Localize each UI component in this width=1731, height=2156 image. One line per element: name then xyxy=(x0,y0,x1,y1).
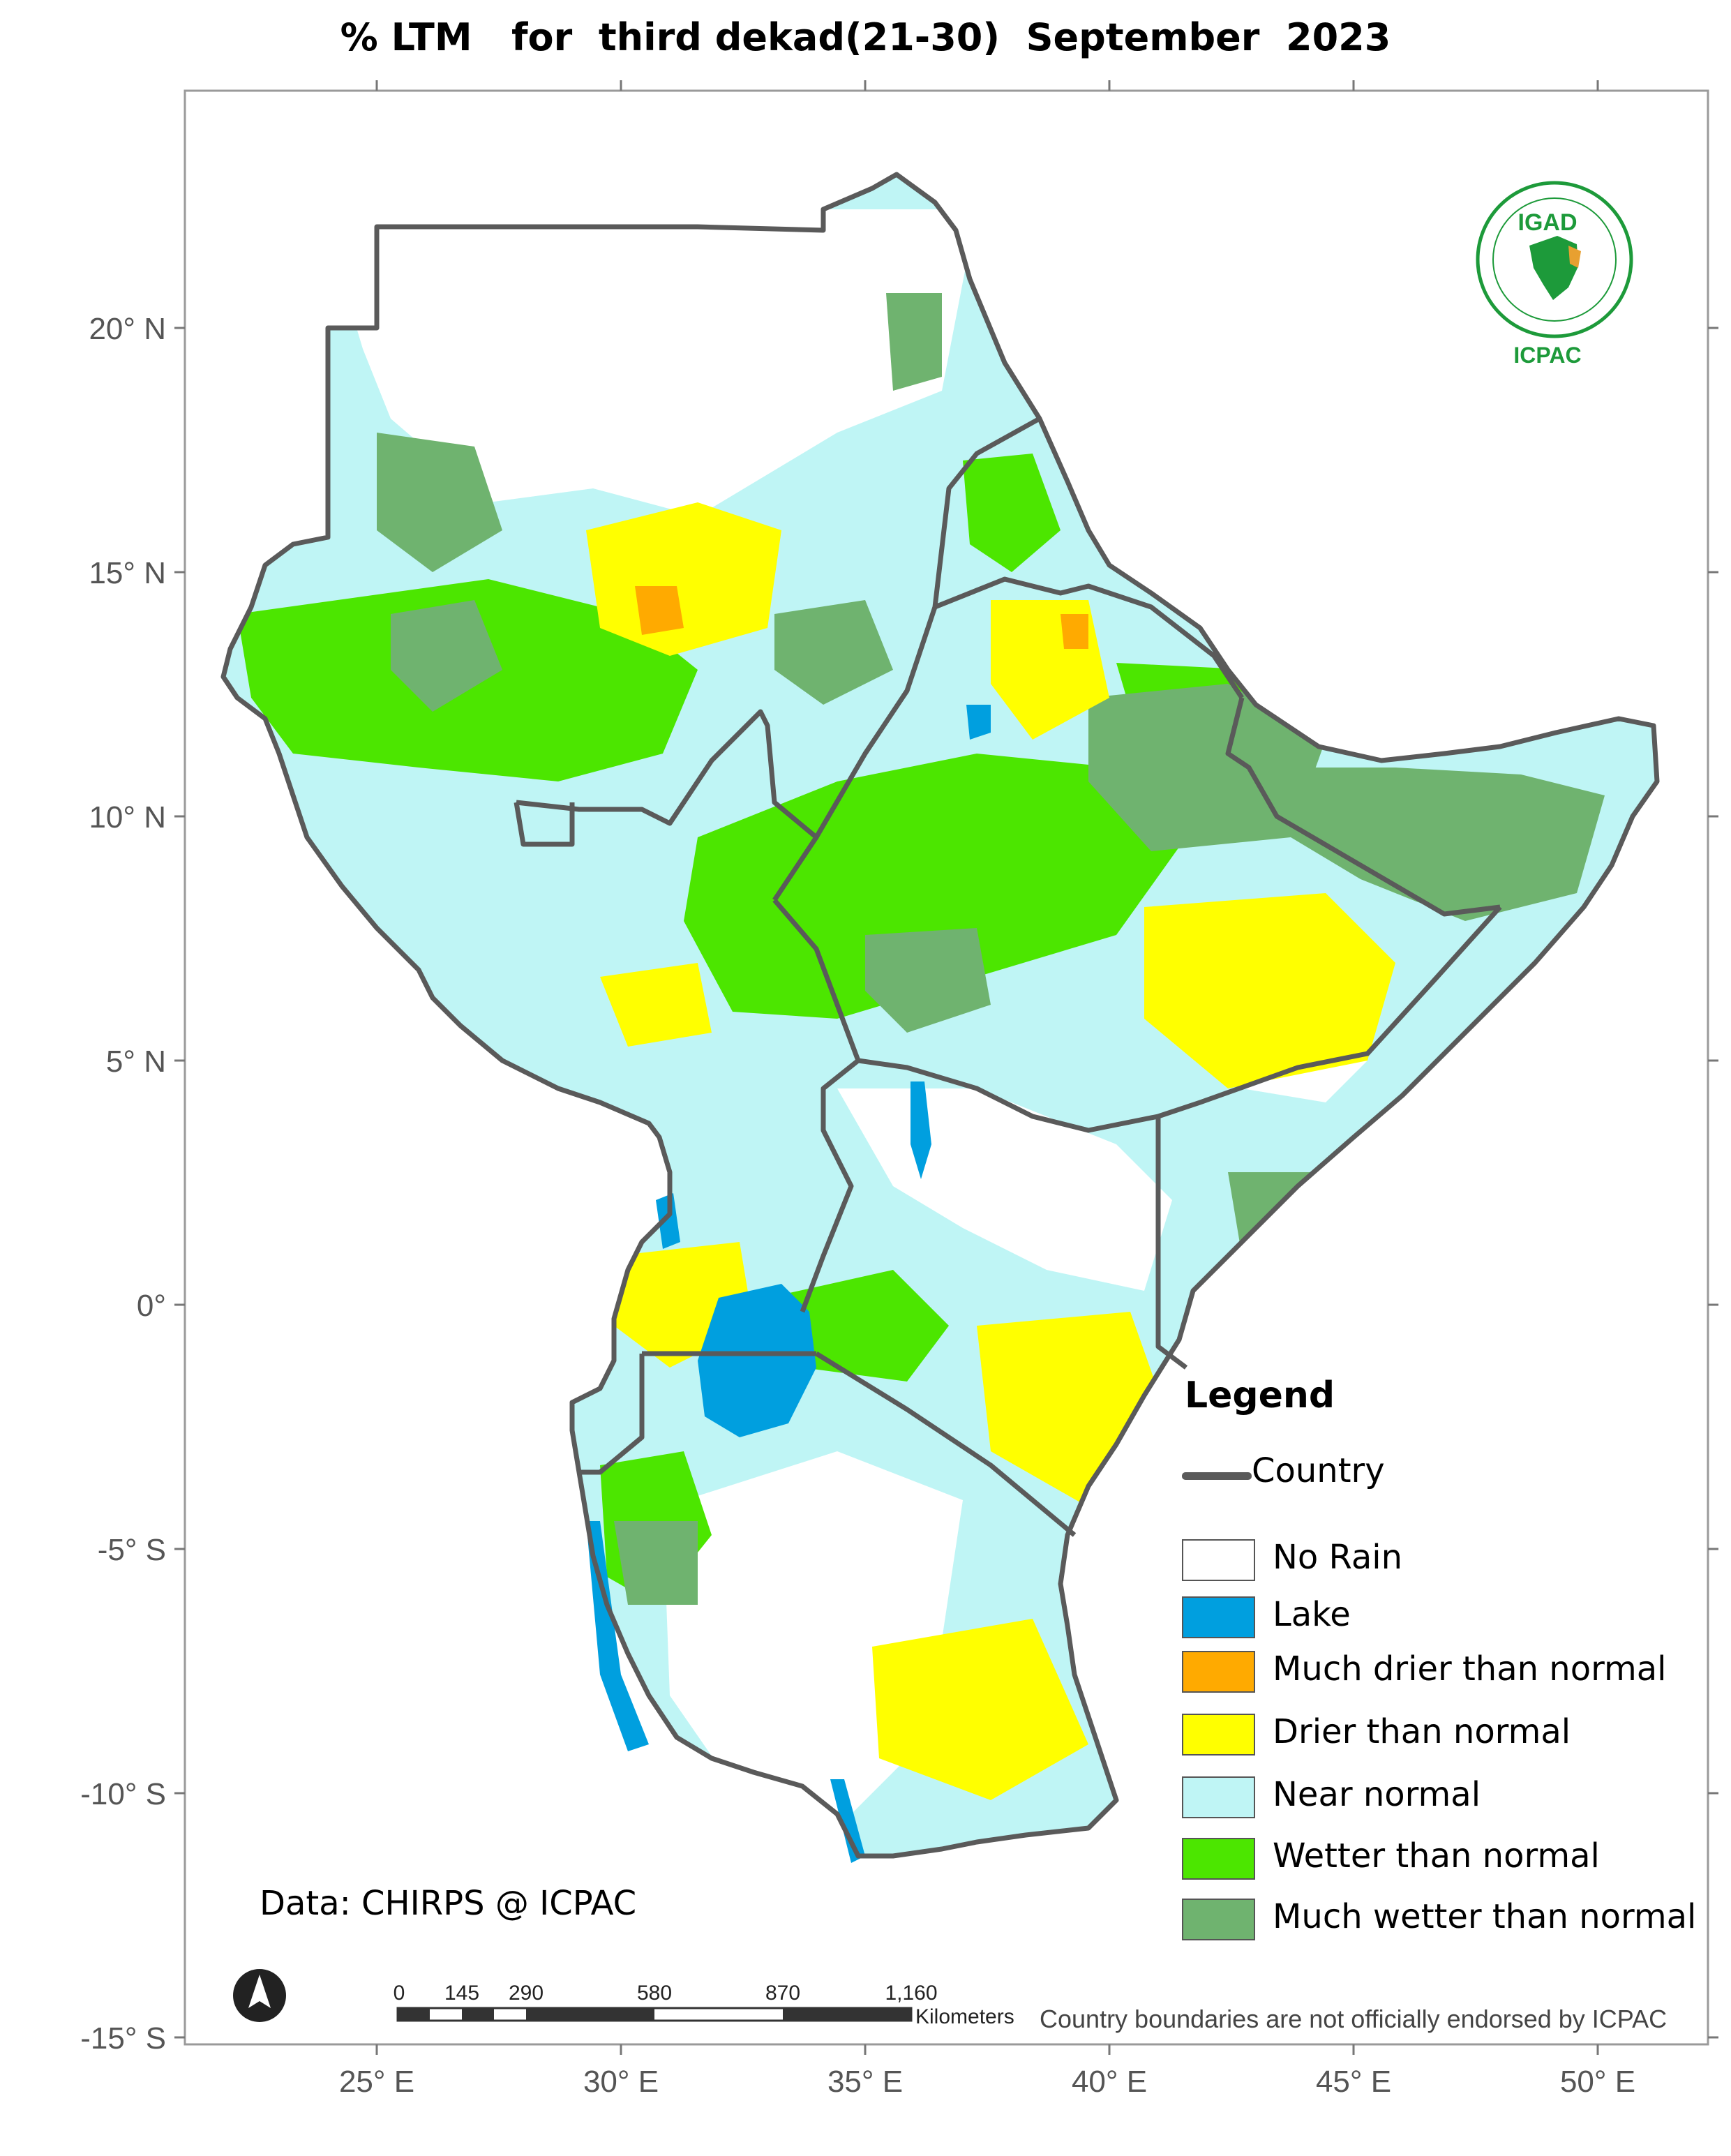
lake-albert xyxy=(656,1193,680,1249)
africa-map-icon xyxy=(1529,236,1578,300)
much-wetter-area-tanzania xyxy=(614,1521,698,1605)
y-tick-label: -15° S xyxy=(80,2021,166,2056)
legend-item-label: No Rain xyxy=(1273,1538,1402,1577)
much-wetter-area-ethiopia xyxy=(1088,684,1326,851)
logo-igad-text: IGAD xyxy=(1518,209,1578,236)
legend-swatch xyxy=(1182,1539,1255,1581)
much-wetter-area-somalia xyxy=(1256,768,1605,921)
tick-marks xyxy=(174,80,1718,2055)
lake-tana xyxy=(966,705,991,740)
legend-item-much-drier: Much drier than normal xyxy=(1182,1647,1726,1695)
legend-swatch xyxy=(1182,1596,1255,1638)
much-drier-area-2 xyxy=(1061,614,1088,649)
legend-item-drier: Drier than normal xyxy=(1182,1709,1726,1758)
legend-item-no-rain: No Rain xyxy=(1182,1535,1726,1584)
legend-item-much-wetter: Much wetter than normal xyxy=(1182,1894,1726,1943)
legend-item-label: Near normal xyxy=(1273,1775,1481,1814)
much-wetter-area-north xyxy=(886,293,942,391)
legend-item-label: Much drier than normal xyxy=(1273,1649,1667,1689)
lake-victoria xyxy=(698,1284,816,1437)
legend-country-label: Country xyxy=(1252,1451,1385,1490)
map-frame xyxy=(183,89,1709,2046)
x-tick-label: 30° E xyxy=(583,2065,659,2099)
legend-item-wetter: Wetter than normal xyxy=(1182,1834,1726,1882)
y-tick-label: 5° N xyxy=(106,1045,166,1079)
scale-tick-label: 1,160 xyxy=(885,1982,937,2005)
scale-unit-label: Kilometers xyxy=(915,2005,1014,2028)
wetter-area-eritrea xyxy=(963,454,1061,572)
drier-area-tanzania-south xyxy=(872,1619,1088,1800)
much-drier-area-1 xyxy=(635,586,684,635)
y-tick-label: 20° N xyxy=(89,312,166,346)
y-tick-label: 15° N xyxy=(89,556,166,590)
legend-item-near-normal: Near normal xyxy=(1182,1772,1726,1821)
legend-item-label: Much wetter than normal xyxy=(1273,1897,1697,1936)
x-tick-label: 40° E xyxy=(1072,2065,1147,2099)
y-tick-label: -5° S xyxy=(98,1533,166,1567)
scale-tick-label: 870 xyxy=(765,1982,800,2005)
drier-area-ethiopia-south xyxy=(1144,893,1395,1088)
y-tick-label: -10° S xyxy=(80,1777,166,1811)
legend-swatch xyxy=(1182,1776,1255,1818)
scale-tick-label: 145 xyxy=(444,1982,479,2005)
country-line-symbol xyxy=(1182,1472,1252,1480)
scale-bar: 0 145 290 580 870 1,160 Kilometers xyxy=(394,1982,1014,2028)
map-title: % LTM for third dekad(21-30) September 2… xyxy=(340,15,1391,59)
icpac-logo: IGAD ICPAC xyxy=(1476,181,1633,368)
boundary-disclaimer: Country boundaries are not officially en… xyxy=(1040,2005,1668,2033)
y-tick-label: 0° xyxy=(137,1289,166,1323)
eritrea-ethiopia-border xyxy=(934,576,1244,699)
y-axis-labels: 20° N 15° N 10° N 5° N 0° -5° S -10° S -… xyxy=(80,312,166,2056)
legend-item-lake: Lake xyxy=(1182,1592,1726,1641)
x-tick-label: 50° E xyxy=(1560,2065,1635,2099)
legend-swatch xyxy=(1182,1838,1255,1880)
y-tick-label: 10° N xyxy=(89,800,166,834)
wetter-area-central xyxy=(684,754,1186,1019)
much-wetter-area-2 xyxy=(391,600,502,712)
much-wetter-area-1 xyxy=(377,433,502,572)
sudan-south-sudan-border xyxy=(516,709,819,901)
legend-title: Legend xyxy=(1185,1375,1335,1416)
drier-area-south-sudan xyxy=(600,963,712,1047)
drier-area-sudan xyxy=(586,502,781,656)
south-sudan-uganda-kenya-border xyxy=(772,898,861,1313)
legend-swatch xyxy=(1182,1651,1255,1693)
rwanda-burundi-border xyxy=(579,1354,645,1475)
legend-item-label: Lake xyxy=(1273,1595,1351,1634)
x-tick-label: 35° E xyxy=(827,2065,903,2099)
logo-icpac-text: ICPAC xyxy=(1513,343,1581,368)
ethiopia-somalia-border-north xyxy=(1225,697,1501,917)
legend-item-label: Drier than normal xyxy=(1273,1712,1571,1751)
kenya-tanzania-border xyxy=(815,1352,1077,1537)
scale-tick-label: 580 xyxy=(637,1982,672,2005)
much-wetter-area-3 xyxy=(774,600,893,705)
legend-swatch xyxy=(1182,1714,1255,1756)
scale-tick-label: 0 xyxy=(394,1982,405,2005)
much-wetter-area-south-sudan xyxy=(865,928,991,1033)
scale-tick-label: 290 xyxy=(509,1982,544,2005)
legend-swatch xyxy=(1182,1899,1255,1940)
no-rain-area-north xyxy=(321,209,977,516)
igad-region-icon xyxy=(1568,246,1581,268)
country-boundaries xyxy=(223,174,1657,1856)
x-axis-labels: 25° E 30° E 35° E 40° E 45° E 50° E xyxy=(339,2065,1635,2099)
kenya-somalia-border xyxy=(1155,1116,1188,1370)
abyei-box xyxy=(514,802,575,847)
data-source-label: Data: CHIRPS @ ICPAC xyxy=(260,1884,637,1923)
logo-inner-ring xyxy=(1492,197,1617,322)
north-arrow-icon xyxy=(233,1969,286,2022)
legend-item-label: Wetter than normal xyxy=(1273,1836,1600,1876)
lake-malawi xyxy=(830,1779,865,1863)
x-tick-label: 25° E xyxy=(339,2065,414,2099)
x-tick-label: 45° E xyxy=(1316,2065,1391,2099)
lake-turkana xyxy=(911,1081,931,1179)
